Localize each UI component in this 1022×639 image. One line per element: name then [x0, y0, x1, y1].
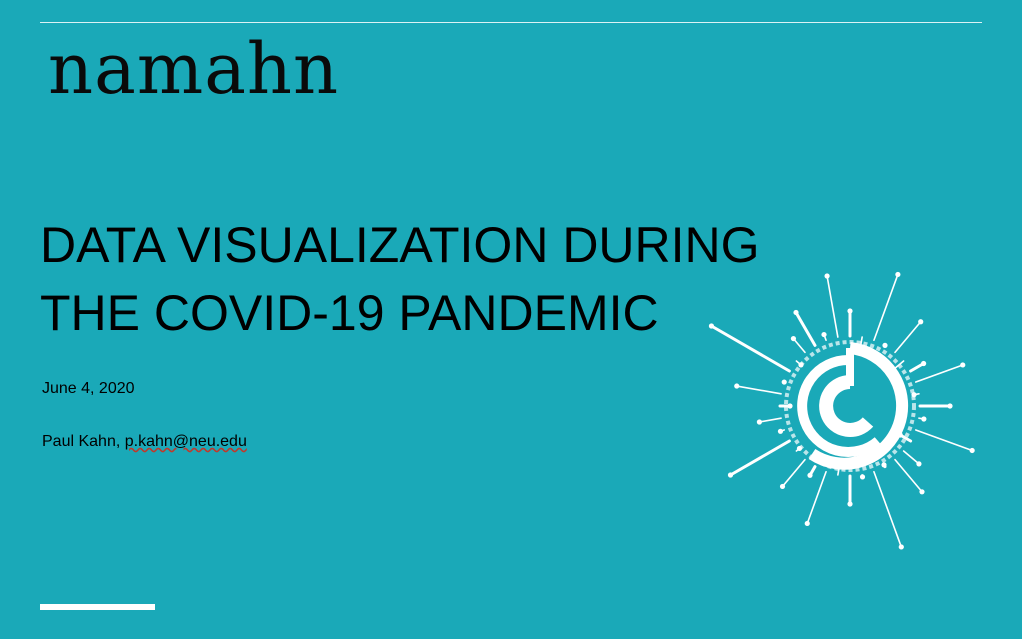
- virus-burst-icon: [708, 271, 975, 550]
- burst-ray: [873, 470, 903, 548]
- burst-ray-tip: [821, 331, 827, 338]
- burst-ray-tip: [898, 544, 904, 550]
- burst-ray: [894, 458, 923, 493]
- title-line-2: THE COVID-19 PANDEMIC: [40, 284, 659, 341]
- burst-ray: [735, 385, 782, 395]
- burst-ray-tip: [895, 271, 901, 278]
- burst-ray: [894, 320, 922, 354]
- burst-ray: [873, 273, 899, 342]
- author-email-link[interactable]: p.kahn@neu.edu: [124, 433, 247, 450]
- burst-ray-tip: [734, 383, 740, 389]
- burst-ray-tip: [824, 273, 830, 279]
- burst-ray-tip: [916, 461, 922, 467]
- burst-ray-tip: [960, 362, 966, 368]
- burst-ray-tip: [847, 501, 853, 507]
- burst-ray: [728, 439, 791, 477]
- burst-ray-tip: [859, 474, 866, 480]
- burst-ray-tip: [918, 319, 924, 325]
- slide-title: DATA VISUALIZATION DURING THE COVID-19 P…: [40, 212, 820, 347]
- burst-ray-tip: [777, 428, 784, 434]
- burst-ray-tip: [756, 419, 762, 425]
- burst-ray-tip: [781, 379, 787, 385]
- burst-ray-tip: [921, 416, 927, 422]
- burst-ray-tip: [790, 335, 797, 342]
- burst-ray: [709, 324, 791, 373]
- burst-ray: [758, 417, 782, 423]
- presentation-date: June 4, 2020: [42, 380, 135, 397]
- burst-ray-tip: [793, 309, 799, 316]
- burst-ray-tip: [921, 360, 927, 367]
- burst-ray-tip: [727, 472, 734, 478]
- burst-ray-tip: [882, 342, 888, 348]
- burst-ray-tip: [804, 520, 810, 527]
- author-name: Paul Kahn,: [42, 433, 125, 450]
- burst-ray-tip: [779, 483, 786, 490]
- burst-ray: [792, 337, 806, 354]
- burst-ray: [914, 364, 964, 383]
- burst-ray-tip: [787, 403, 793, 409]
- burst-ray-tip: [708, 323, 715, 329]
- burst-ray: [902, 450, 920, 465]
- burst-ray: [914, 429, 973, 452]
- top-divider: [40, 22, 982, 23]
- burst-ray-tip: [847, 308, 853, 314]
- burst-ray: [794, 310, 817, 347]
- burst-ray-tip: [919, 489, 925, 495]
- burst-ray: [806, 470, 827, 525]
- bottom-accent-bar: [40, 604, 155, 610]
- burst-ray-tip: [807, 472, 813, 478]
- burst-ray-tip: [947, 403, 953, 409]
- namahn-logo: namahn: [48, 28, 340, 110]
- burst-ray-tip: [969, 447, 975, 454]
- title-line-1: DATA VISUALIZATION DURING: [40, 217, 760, 273]
- burst-ray: [781, 458, 806, 488]
- burst-ray: [826, 275, 839, 338]
- burst-ray-tip: [881, 462, 887, 468]
- author-line: Paul Kahn, p.kahn@neu.edu: [42, 433, 247, 451]
